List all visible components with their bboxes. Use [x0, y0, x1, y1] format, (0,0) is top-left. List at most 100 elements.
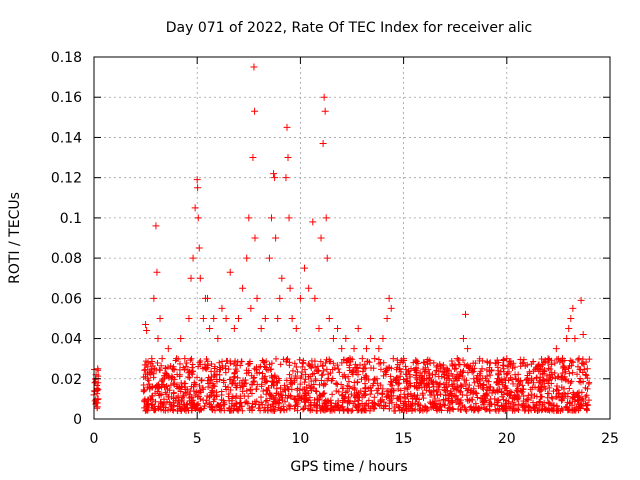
- data-point: [94, 365, 102, 373]
- band-point: [148, 396, 155, 403]
- band-point: [291, 395, 298, 402]
- band-point: [171, 402, 178, 409]
- band-point: [351, 364, 358, 371]
- band-point: [413, 379, 420, 386]
- band-point: [176, 373, 183, 380]
- band-point: [486, 364, 493, 371]
- band-point: [218, 388, 225, 395]
- band-point: [537, 374, 544, 381]
- band-point: [400, 376, 407, 383]
- band-point: [261, 359, 268, 366]
- data-point: [245, 214, 253, 222]
- band-point: [259, 375, 266, 382]
- x-axis-label: GPS time / hours: [290, 459, 407, 475]
- band-point: [452, 361, 459, 368]
- data-point: [193, 176, 201, 184]
- data-point: [144, 375, 152, 383]
- data-point: [579, 331, 587, 339]
- band-point: [267, 391, 274, 398]
- band-point: [371, 394, 378, 401]
- band-point: [208, 368, 215, 375]
- band-point: [532, 407, 539, 414]
- band-point: [236, 403, 243, 410]
- band-point: [265, 401, 272, 408]
- band-point: [204, 377, 211, 384]
- band-point: [170, 406, 177, 413]
- data-point: [143, 327, 151, 335]
- data-point: [142, 320, 150, 328]
- data-point: [288, 314, 296, 322]
- band-point: [514, 382, 521, 389]
- band-point: [560, 363, 567, 370]
- band-point: [181, 404, 188, 411]
- data-point: [559, 355, 567, 363]
- band-point: [475, 376, 482, 383]
- band-point: [548, 371, 555, 378]
- band-point: [287, 392, 294, 399]
- band-point: [545, 399, 552, 406]
- band-point: [195, 389, 202, 396]
- band-point: [322, 381, 329, 388]
- band-point: [221, 401, 228, 408]
- band-point: [543, 372, 550, 379]
- data-point: [567, 314, 575, 322]
- band-point: [340, 395, 347, 402]
- band-point: [524, 361, 531, 368]
- band-point: [141, 367, 148, 374]
- data-point: [445, 375, 453, 383]
- data-point: [148, 355, 156, 363]
- band-point: [291, 360, 298, 367]
- data-point: [552, 345, 560, 353]
- band-point: [319, 363, 326, 370]
- band-point: [454, 395, 461, 402]
- band-point: [249, 381, 256, 388]
- band-point: [432, 397, 439, 404]
- dense-band: [91, 355, 593, 414]
- band-point: [569, 407, 576, 414]
- data-point: [154, 335, 162, 343]
- band-point: [532, 366, 539, 373]
- band-point: [246, 360, 253, 367]
- band-point: [459, 369, 466, 376]
- data-point: [478, 365, 486, 373]
- band-point: [323, 366, 330, 373]
- data-point: [156, 314, 164, 322]
- band-point: [465, 386, 472, 393]
- data-point: [565, 325, 573, 332]
- band-point: [470, 407, 477, 414]
- band-point: [577, 375, 584, 382]
- band-point: [499, 362, 506, 369]
- data-point: [325, 314, 333, 322]
- data-point: [286, 284, 294, 292]
- band-point: [335, 365, 342, 372]
- data-point: [251, 234, 259, 242]
- band-point: [285, 402, 292, 409]
- band-point: [466, 382, 473, 389]
- band-point: [189, 361, 196, 368]
- data-point: [158, 355, 166, 363]
- data-point: [204, 294, 212, 302]
- band-point: [514, 394, 521, 401]
- band-point: [566, 385, 573, 392]
- band-point: [210, 398, 217, 405]
- band-point: [380, 399, 387, 406]
- band-point: [202, 365, 209, 372]
- band-point: [517, 363, 524, 370]
- band-point: [256, 404, 263, 411]
- band-point: [532, 384, 539, 391]
- band-point: [336, 369, 343, 376]
- band-point: [500, 356, 507, 363]
- band-point: [187, 400, 194, 407]
- data-point: [164, 345, 172, 353]
- band-point: [217, 407, 224, 414]
- data-point: [354, 325, 362, 332]
- data-point: [459, 335, 467, 343]
- data-point: [371, 355, 379, 363]
- data-point: [362, 345, 370, 353]
- data-point: [285, 214, 293, 222]
- band-point: [563, 403, 570, 410]
- data-point: [385, 294, 393, 302]
- y-tick-label: 0.04: [51, 332, 82, 348]
- band-point: [566, 370, 573, 377]
- band-point: [232, 366, 239, 373]
